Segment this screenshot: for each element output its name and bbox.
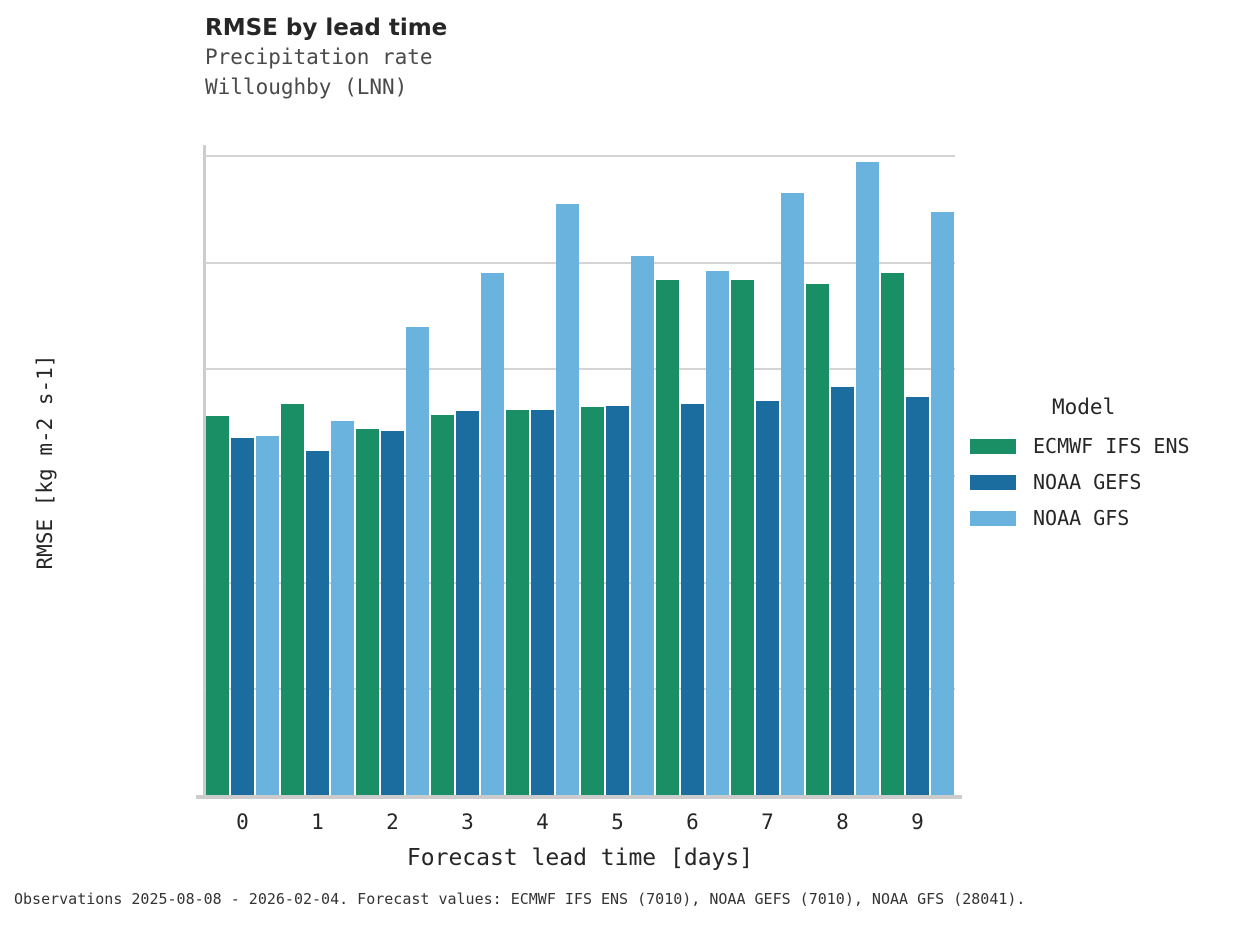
- bar[interactable]: [306, 451, 329, 795]
- y-axis-tick-labels: 0.000000.000020.000040.000060.000080.000…: [0, 0, 190, 928]
- bar[interactable]: [856, 162, 879, 795]
- bar[interactable]: [556, 204, 579, 795]
- plot-area: [205, 155, 955, 795]
- legend-item[interactable]: ECMWF IFS ENS: [970, 428, 1245, 464]
- bar[interactable]: [456, 411, 479, 795]
- bar[interactable]: [431, 414, 454, 795]
- bar[interactable]: [881, 273, 904, 795]
- chart-subtitle-location: Willoughby (LNN): [205, 75, 408, 99]
- bar[interactable]: [731, 279, 754, 795]
- legend-swatch-icon: [970, 510, 1016, 526]
- legend-item-label: NOAA GEFS: [1033, 470, 1142, 494]
- bar[interactable]: [506, 410, 529, 795]
- bar[interactable]: [656, 279, 679, 795]
- bar[interactable]: [331, 420, 354, 795]
- gridline: [205, 155, 955, 157]
- bar[interactable]: [631, 255, 654, 795]
- x-axis-tick-label: 8: [836, 810, 849, 834]
- x-axis-tick-label: 4: [536, 810, 549, 834]
- x-axis-tick-label: 3: [461, 810, 474, 834]
- legend-swatch-icon: [970, 438, 1016, 454]
- gridline: [205, 688, 955, 691]
- bar[interactable]: [931, 212, 954, 795]
- bar[interactable]: [831, 387, 854, 795]
- legend-items: ECMWF IFS ENS NOAA GEFS NOAA GFS: [970, 428, 1245, 536]
- x-axis-tick-label: 6: [686, 810, 699, 834]
- y-axis-spine: [203, 145, 206, 795]
- bar[interactable]: [906, 397, 929, 795]
- bar[interactable]: [281, 403, 304, 795]
- x-axis-tick-label: 1: [311, 810, 324, 834]
- title-block: RMSE by lead time Precipitation rate Wil…: [205, 14, 965, 102]
- bar[interactable]: [806, 283, 829, 795]
- page-title: RMSE by lead time: [205, 15, 448, 41]
- bar[interactable]: [356, 429, 379, 795]
- gridline: [205, 368, 955, 371]
- legend: Model ECMWF IFS ENS NOAA GEFS NOAA GFS: [970, 395, 1245, 536]
- gridline: [205, 581, 955, 584]
- bar[interactable]: [231, 437, 254, 795]
- x-axis-tick-label: 2: [386, 810, 399, 834]
- bar[interactable]: [256, 435, 279, 795]
- legend-item-label: NOAA GFS: [1033, 506, 1130, 530]
- bar[interactable]: [206, 415, 229, 795]
- x-axis-tick-label: 7: [761, 810, 774, 834]
- footer-note: Observations 2025-08-08 - 2026-02-04. Fo…: [14, 890, 1026, 908]
- legend-swatch-icon: [970, 474, 1016, 490]
- bar[interactable]: [756, 401, 779, 795]
- chart-subtitle: Precipitation rate: [205, 45, 433, 69]
- bar[interactable]: [531, 410, 554, 795]
- bar[interactable]: [781, 193, 804, 795]
- legend-title: Model: [1052, 395, 1116, 419]
- y-axis-title: RMSE [kg m-2 s-1]: [33, 354, 57, 570]
- x-axis-tick-label: 9: [911, 810, 924, 834]
- bar[interactable]: [681, 404, 704, 795]
- bar[interactable]: [406, 327, 429, 795]
- x-axis-tick-label: 0: [236, 810, 249, 834]
- bar[interactable]: [606, 406, 629, 795]
- legend-item-label: ECMWF IFS ENS: [1033, 434, 1190, 458]
- legend-item[interactable]: NOAA GEFS: [970, 464, 1245, 500]
- gridline: [205, 475, 955, 477]
- x-axis-tick-label: 5: [611, 810, 624, 834]
- gridline: [205, 261, 955, 264]
- x-axis-spine: [196, 795, 962, 799]
- bar[interactable]: [706, 271, 729, 795]
- bar[interactable]: [481, 273, 504, 795]
- x-axis-title: Forecast lead time [days]: [406, 845, 754, 871]
- bar[interactable]: [581, 407, 604, 795]
- legend-item[interactable]: NOAA GFS: [970, 500, 1245, 536]
- bar[interactable]: [381, 431, 404, 795]
